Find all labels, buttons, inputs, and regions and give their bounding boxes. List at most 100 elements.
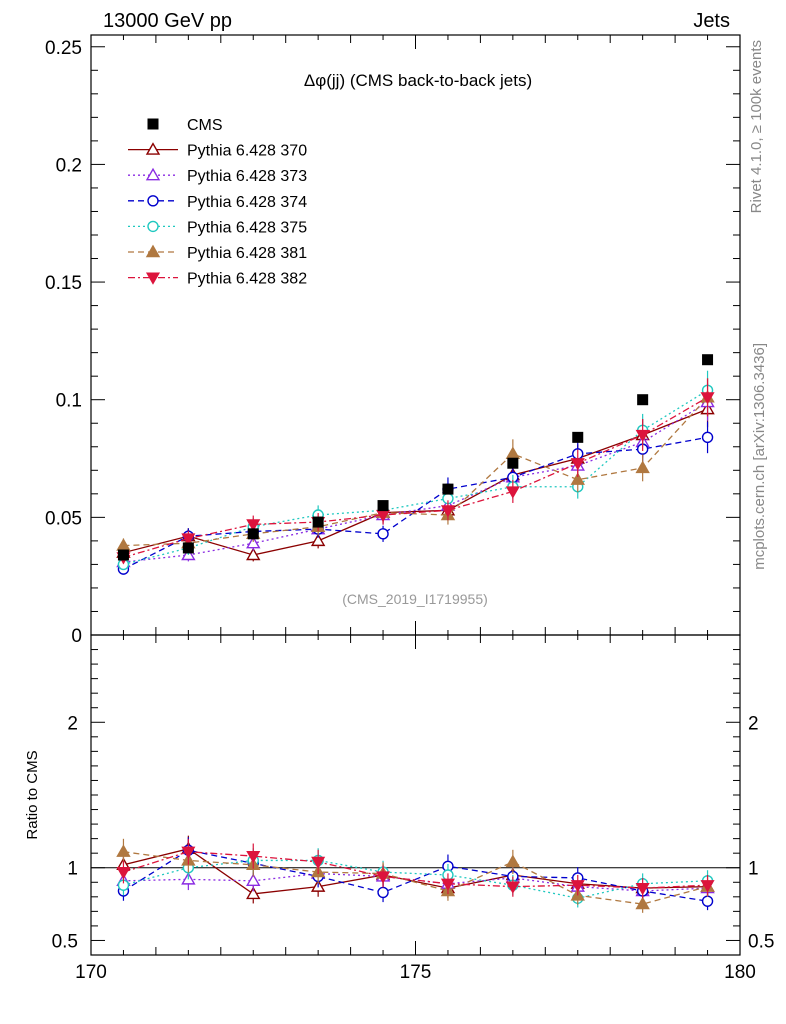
legend: CMS Pythia 6.428 370 Pythia 6.428 373 Pythi…	[128, 117, 307, 288]
main-data-point	[570, 472, 585, 485]
ratio-series-line	[123, 851, 708, 905]
main-series-layer	[116, 354, 715, 575]
legend-label: Pythia 6.428 381	[187, 245, 307, 262]
main-data-point	[637, 394, 649, 406]
legend-label: CMS	[187, 117, 223, 134]
ratio-data-point	[376, 871, 391, 884]
ratio-y-axis-label: Ratio to CMS	[24, 750, 41, 839]
main-data-point	[377, 528, 389, 540]
legend-marker	[145, 272, 161, 285]
legend-marker	[147, 220, 159, 233]
main-data-point	[442, 483, 454, 495]
legend-item: Pythia 6.428 370	[128, 142, 307, 160]
main-y-tick-label: 0.1	[56, 391, 82, 412]
ratio-series-line	[123, 851, 708, 889]
analysis-watermark: (CMS_2019_I1719955)	[342, 591, 488, 607]
main-data-point	[701, 431, 714, 444]
ratio-data-point	[246, 873, 261, 887]
ratio-data-point	[700, 880, 715, 893]
main-series-line	[123, 389, 708, 566]
main-y-tick-label: 0.25	[45, 38, 82, 59]
ratio-y-tick-label: 0.5	[52, 931, 78, 952]
ratio-data-point	[246, 886, 261, 900]
ratio-data-point	[246, 850, 261, 864]
main-data-point	[310, 533, 326, 547]
legend-item: Pythia 6.428 375	[128, 219, 307, 236]
header-right-title: Jets	[693, 10, 730, 32]
ratio-series-pythia-6-428-370	[116, 835, 715, 904]
main-data-point	[572, 431, 584, 443]
main-data-point	[181, 533, 196, 546]
ratio-series-line	[123, 859, 708, 899]
legend-label: Pythia 6.428 382	[187, 271, 307, 288]
legend-label: Pythia 6.428 370	[187, 143, 307, 160]
ratio-data-point	[635, 882, 650, 896]
main-series-line	[123, 401, 708, 563]
main-data-point	[507, 457, 519, 469]
ratio-data-point	[440, 878, 455, 891]
mcplots-label: mcplots.cern.ch [arXiv:1306.3436]	[751, 343, 768, 570]
legend-marker	[145, 167, 161, 181]
legend-item: Pythia 6.428 374	[128, 194, 307, 211]
legend-label: Pythia 6.428 375	[187, 219, 307, 236]
main-series-pythia-6-428-370	[116, 391, 715, 562]
main-data-point	[570, 458, 585, 471]
ratio-data-point	[505, 854, 521, 868]
main-data-point	[505, 446, 521, 460]
ratio-data-point	[635, 896, 650, 910]
main-y-tick-label: 0	[71, 626, 82, 647]
x-tick-label: 180	[724, 962, 756, 983]
ratio-series-pythia-6-428-375	[117, 848, 714, 908]
main-data-point	[635, 429, 650, 443]
ratio-series-pythia-6-428-382	[116, 838, 715, 899]
ratio-series-line	[123, 848, 708, 895]
legend-item: Pythia 6.428 382	[128, 271, 307, 288]
main-data-point	[702, 354, 714, 366]
main-data-point	[246, 519, 261, 532]
legend-label: Pythia 6.428 374	[187, 194, 307, 211]
ratio-axis-ticks: 170 175 180 0.5 0.5 1 1 2 2	[52, 634, 774, 983]
main-y-tick-label: 0.2	[56, 155, 82, 176]
main-data-point	[246, 547, 261, 561]
x-tick-label: 175	[400, 962, 432, 983]
main-y-tick-label: 0.05	[45, 508, 82, 529]
main-chart-title: Δφ(jj) (CMS back-to-back jets)	[304, 71, 532, 90]
ratio-data-point	[701, 895, 714, 907]
main-series-cms	[117, 354, 714, 561]
ratio-data-point	[116, 866, 131, 880]
main-y-tick-label: 0.15	[45, 273, 82, 294]
main-data-point	[247, 528, 259, 540]
ratio-series-pythia-6-428-381	[116, 838, 715, 913]
main-data-point	[700, 392, 715, 405]
main-series-line	[123, 396, 708, 558]
main-series-pythia-6-428-374	[117, 421, 714, 575]
ratio-series-layer	[116, 835, 715, 913]
ratio-y-tick-label-right: 2	[748, 713, 759, 734]
ratio-y-tick-label: 1	[67, 859, 78, 880]
legend-item: Pythia 6.428 373	[128, 167, 307, 185]
legend-marker	[147, 195, 159, 207]
header-left-title: 13000 GeV pp	[103, 10, 232, 32]
main-series-line	[123, 408, 708, 556]
ratio-data-point	[181, 846, 196, 859]
main-axis-ticks: 0 0.05 0.1 0.15 0.2 0.25	[45, 35, 741, 955]
ratio-data-point	[570, 880, 585, 893]
main-data-point	[246, 535, 261, 549]
legend-item: Pythia 6.428 381	[128, 244, 307, 262]
legend-label: Pythia 6.428 373	[187, 168, 307, 185]
ratio-data-point	[116, 844, 131, 857]
main-data-point	[377, 500, 389, 512]
legend-item: CMS	[147, 117, 223, 134]
legend-marker	[147, 118, 159, 130]
ratio-data-point	[311, 856, 326, 870]
x-tick-label: 170	[75, 962, 107, 983]
main-data-point	[117, 549, 129, 561]
ratio-y-tick-label: 2	[67, 713, 78, 734]
main-data-point	[182, 542, 194, 554]
rivet-version-label: Rivet 4.1.0, ≥ 100k events	[748, 40, 765, 213]
main-series-pythia-6-428-381	[116, 378, 715, 553]
ratio-data-point	[377, 886, 389, 899]
ratio-y-tick-label-right: 0.5	[748, 931, 774, 952]
ratio-data-point	[505, 881, 520, 894]
